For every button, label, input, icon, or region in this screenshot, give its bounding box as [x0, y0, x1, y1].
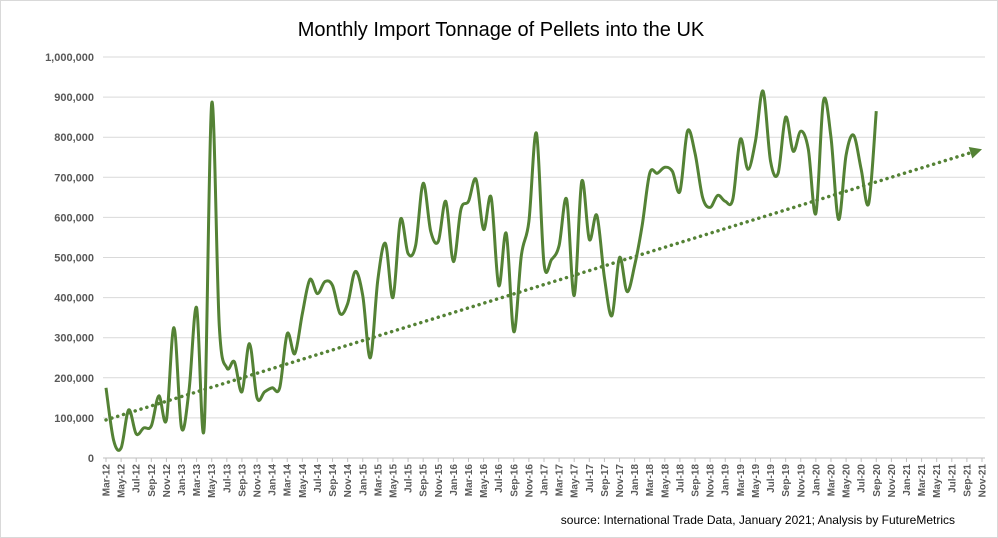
x-tick-label: May-13	[207, 464, 218, 498]
x-tick-label: Jul-12	[132, 464, 143, 493]
x-tick-label: Jul-20	[857, 464, 868, 493]
x-tick-label: Nov-16	[524, 464, 535, 498]
x-tick-label: Jul-14	[313, 464, 324, 493]
x-tick-label: Sep-17	[600, 464, 611, 497]
y-tick-label: 700,000	[54, 172, 94, 184]
x-tick-label: Jul-17	[585, 464, 596, 493]
x-tick-label: Jul-19	[766, 464, 777, 493]
x-tick-label: Sep-14	[328, 464, 339, 497]
x-tick-label: Jul-15	[404, 464, 415, 493]
x-tick-label: Jan-14	[268, 464, 279, 496]
y-tick-label: 200,000	[54, 373, 94, 385]
x-tick-label: Jan-16	[449, 464, 460, 496]
source-note: source: International Trade Data, Januar…	[561, 513, 955, 527]
series-line	[104, 89, 878, 452]
x-tick-label: May-18	[660, 464, 671, 498]
x-tick-label: Jan-18	[630, 464, 641, 496]
y-tick-label: 900,000	[54, 92, 94, 104]
x-tick-label: Jan-15	[358, 464, 369, 496]
x-axis-ticks: Mar-12 May-12 Jul-12 Sep-12 Nov-12 Jan-13 Mar-…	[102, 458, 989, 498]
x-tick-label: May-19	[751, 464, 762, 498]
x-tick-label: Mar-15	[373, 464, 384, 497]
y-tick-label: 0	[88, 453, 94, 465]
x-tick-label: Mar-19	[736, 464, 747, 497]
x-tick-label: Mar-13	[192, 464, 203, 497]
x-tick-label: Mar-14	[283, 464, 294, 497]
x-tick-label: Nov-12	[162, 464, 173, 498]
x-tick-label: May-15	[388, 464, 399, 498]
y-tick-label: 300,000	[54, 333, 94, 345]
chart-title: Monthly Import Tonnage of Pellets into t…	[298, 19, 705, 41]
series-layer	[104, 89, 878, 452]
x-tick-label: Mar-20	[826, 464, 837, 497]
trendline	[104, 147, 982, 422]
x-tick-label: May-12	[117, 464, 128, 498]
trendline-arrowhead	[968, 147, 982, 159]
x-tick-label: Mar-16	[464, 464, 475, 497]
x-tick-label: Jan-21	[902, 464, 913, 496]
x-tick-label: Sep-21	[962, 464, 973, 497]
x-tick-label: Mar-12	[102, 464, 113, 497]
x-tick-label: Sep-18	[691, 464, 702, 497]
x-tick-label: Sep-19	[781, 464, 792, 497]
y-tick-label: 800,000	[54, 132, 94, 144]
x-tick-label: Jan-17	[540, 464, 551, 496]
x-tick-label: Mar-17	[555, 464, 566, 497]
y-tick-label: 600,000	[54, 212, 94, 224]
y-tick-label: 400,000	[54, 293, 94, 305]
x-tick-label: May-20	[842, 464, 853, 498]
x-tick-label: Mar-18	[645, 464, 656, 497]
x-tick-label: Jul-16	[494, 464, 505, 493]
x-tick-label: Nov-18	[706, 464, 717, 498]
y-tick-label: 500,000	[54, 253, 94, 265]
x-tick-label: Jul-13	[222, 464, 233, 493]
x-tick-label: Jul-18	[675, 464, 686, 493]
x-tick-label: Sep-20	[872, 464, 883, 497]
x-tick-label: Nov-15	[434, 464, 445, 498]
x-tick-label: Sep-12	[147, 464, 158, 497]
x-tick-label: Mar-21	[917, 464, 928, 497]
x-tick-label: Nov-17	[615, 464, 626, 498]
x-tick-label: May-14	[298, 464, 309, 498]
x-tick-label: Jan-13	[177, 464, 188, 496]
y-axis-ticks: 0 100,000 200,000 300,000 400,000 500,000 600,…	[45, 52, 94, 465]
trendline-dotted	[104, 151, 973, 422]
x-tick-label: Nov-21	[978, 464, 989, 498]
x-tick-label: Sep-13	[237, 464, 248, 497]
x-tick-label: Nov-13	[253, 464, 264, 498]
x-tick-label: Jan-20	[811, 464, 822, 496]
x-tick-label: Sep-16	[509, 464, 520, 497]
x-tick-label: Nov-20	[887, 464, 898, 498]
x-tick-label: May-17	[570, 464, 581, 498]
x-tick-label: Jan-19	[721, 464, 732, 496]
x-tick-label: Jul-21	[947, 464, 958, 493]
x-tick-label: Nov-14	[343, 464, 354, 498]
x-tick-label: May-16	[479, 464, 490, 498]
y-tick-label: 1,000,000	[45, 52, 94, 64]
y-tick-label: 100,000	[54, 413, 94, 425]
x-tick-label: Sep-15	[419, 464, 430, 497]
x-tick-label: Nov-19	[796, 464, 807, 498]
x-tick-label: May-21	[932, 464, 943, 498]
